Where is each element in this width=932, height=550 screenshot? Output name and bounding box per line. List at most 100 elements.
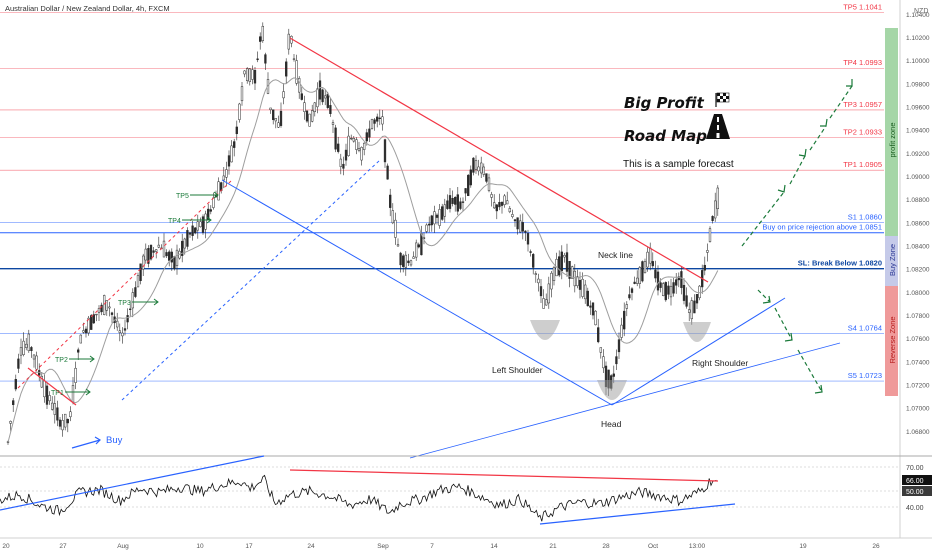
candle-body: [537, 278, 540, 284]
price-tick-label: 1.10200: [906, 35, 930, 42]
candle-body: [589, 305, 592, 308]
candle-body: [680, 271, 683, 288]
candle-body: [576, 276, 579, 287]
candle-body: [474, 160, 478, 170]
price-tick-label: 1.08400: [906, 243, 930, 250]
candle-body: [568, 260, 571, 279]
candle-body: [194, 227, 197, 234]
candle-body: [105, 300, 108, 311]
candle-body: [565, 252, 569, 272]
tp-marker-label: TP1: [51, 390, 64, 397]
candle-body: [558, 256, 561, 276]
candle-body: [149, 244, 153, 260]
right-shoulder-cup: [683, 322, 711, 342]
tp-marker-arrowhead: [89, 355, 95, 363]
candle-body: [92, 314, 95, 324]
candle-body: [547, 283, 550, 304]
candle-body: [339, 158, 342, 167]
candle-body: [425, 224, 428, 232]
buy-arrow-head: [94, 436, 101, 445]
candle-body: [22, 340, 25, 355]
candle-body: [373, 119, 376, 124]
candle-body: [222, 175, 225, 181]
candle-body: [581, 278, 584, 297]
candle-body: [32, 354, 36, 360]
candle-body: [313, 102, 316, 112]
moving-average-line: [7, 77, 719, 443]
currency-label: NZD: [914, 8, 928, 15]
candle-body: [97, 308, 101, 313]
price-tick-label: 1.09400: [906, 128, 930, 135]
candle-body: [399, 252, 402, 266]
candle-body: [79, 334, 82, 344]
candle-body: [259, 36, 262, 42]
candle-body: [139, 263, 142, 281]
candle-body: [480, 162, 483, 174]
candle-body: [654, 269, 657, 279]
candle-body: [321, 89, 324, 103]
candle-body: [706, 250, 709, 253]
candle-body: [560, 251, 563, 272]
candle-body: [196, 221, 199, 231]
candle-body: [404, 254, 407, 268]
level-label: TP3 1.0957: [843, 100, 882, 109]
candle-body: [123, 328, 127, 331]
title-line-2: Road Map: [624, 127, 707, 145]
candle-body: [264, 54, 267, 64]
candle-body: [597, 327, 600, 343]
candle-body: [667, 285, 670, 295]
candle-body: [682, 284, 686, 301]
candle-body: [378, 117, 381, 119]
tp-marker-arrowhead: [85, 388, 91, 396]
candle-body: [443, 204, 446, 217]
forecast-up-arrow: [741, 85, 853, 247]
candle-body: [711, 216, 714, 221]
candle-body: [183, 238, 186, 249]
candle-body: [204, 213, 207, 230]
blue-dashed-channel-line: [121, 159, 381, 401]
blue-head-line-right: [611, 297, 786, 406]
candle-body: [279, 110, 283, 126]
price-levels: TP5 1.1041 TP4 1.0993 TP3 1.0957 TP2 1.0933…: [0, 3, 884, 382]
candle-body: [191, 225, 194, 236]
candle-body: [623, 310, 626, 330]
blue-head-line-left: [401, 283, 613, 406]
candle-body: [334, 127, 337, 150]
candle-body: [74, 367, 77, 383]
candle-body: [641, 261, 644, 282]
candle-body: [394, 219, 397, 238]
time-axis: 20 27 Aug 10 17 24 Sep 7 14 21 28 Oct 13:00 19 26: [2, 543, 880, 550]
candle-body: [402, 255, 405, 267]
candle-body: [454, 196, 457, 205]
head-label: Head: [601, 419, 622, 429]
time-tick-label: Aug: [117, 543, 129, 550]
candle-body: [142, 255, 145, 270]
candle-body: [225, 169, 228, 178]
candle-body: [469, 169, 472, 186]
time-tick-label: 10: [196, 543, 204, 550]
candle-body: [329, 105, 332, 114]
candle-body: [69, 411, 72, 418]
candle-body: [25, 343, 28, 348]
candle-body: [643, 261, 647, 274]
candle-body: [324, 95, 327, 99]
candle-body: [56, 407, 59, 421]
level-label: S4 1.0764: [848, 324, 882, 333]
tp-markers: TP1 TP2 TP3 TP4 TP5: [51, 191, 219, 397]
candle-body: [435, 214, 439, 218]
blue-long-support: [409, 342, 841, 459]
candle-body: [238, 103, 241, 120]
candle-body: [295, 60, 298, 84]
candle-body: [669, 285, 673, 298]
candle-body: [87, 317, 90, 334]
candle-body: [155, 249, 158, 252]
candle-body: [12, 400, 15, 405]
candle-body: [563, 255, 566, 258]
candle-body: [571, 266, 574, 279]
candle-body: [461, 201, 465, 203]
right-shoulder-label: Right Shoulder: [692, 358, 748, 368]
candle-body: [550, 272, 553, 290]
candle-body: [472, 157, 475, 173]
candle-body: [243, 70, 246, 75]
candle-body: [633, 281, 636, 284]
